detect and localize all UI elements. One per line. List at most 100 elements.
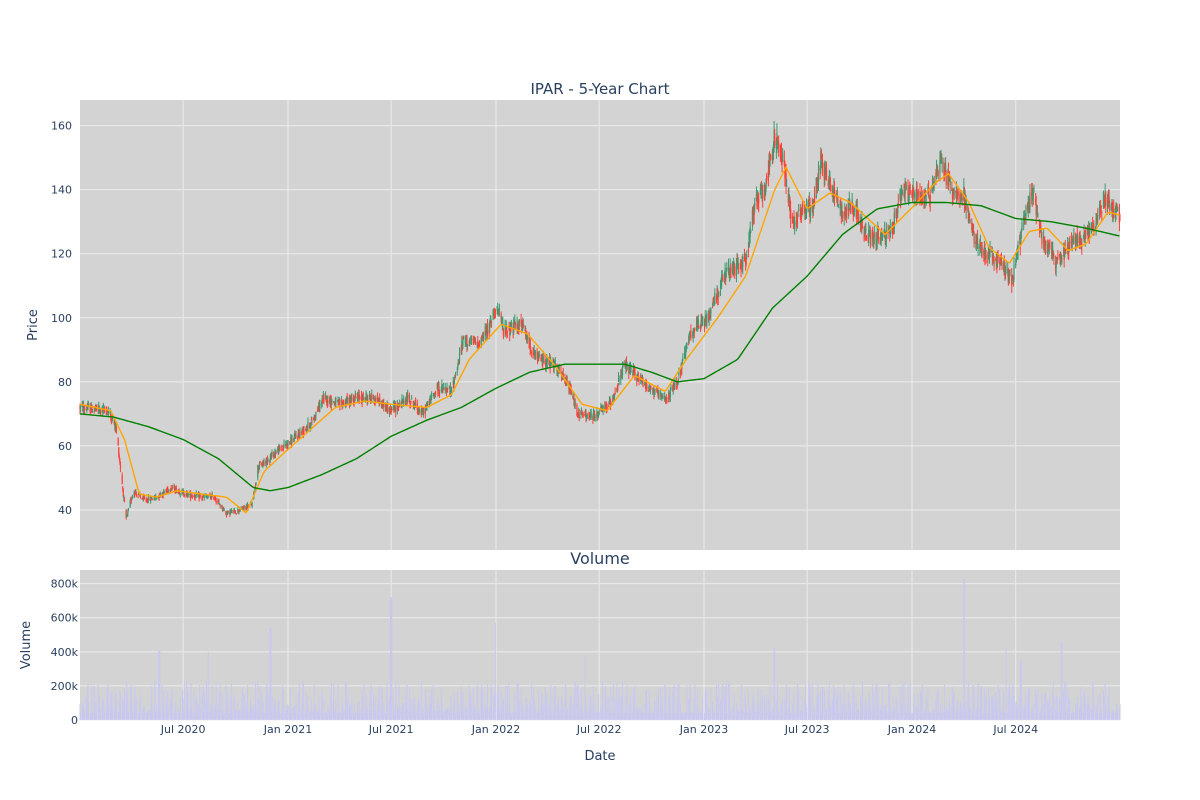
volume-bar (137, 713, 139, 720)
volume-bar (622, 681, 624, 720)
candle-body (494, 310, 497, 312)
volume-bar (948, 711, 950, 720)
volume-bar (111, 691, 113, 720)
volume-bar (1008, 700, 1010, 720)
volume-bar (250, 709, 252, 720)
volume-bar (445, 712, 447, 720)
volume-bar (321, 693, 323, 720)
candle-body (259, 463, 261, 465)
volume-bar (134, 712, 136, 720)
volume-bar (456, 691, 458, 720)
volume-bar (462, 692, 464, 720)
volume-bar (949, 697, 951, 720)
volume-bar (84, 712, 86, 720)
volume-bar (836, 713, 838, 720)
candle-body (137, 494, 139, 496)
volume-bar (861, 709, 863, 720)
candle-body (1036, 211, 1038, 214)
volume-bar (94, 713, 96, 720)
volume-bar (600, 705, 602, 720)
candle-body (987, 253, 989, 260)
candle-body (724, 270, 726, 273)
volume-bar (612, 713, 614, 720)
volume-bar (1067, 689, 1069, 720)
volume-bar (1005, 648, 1007, 720)
volume-bar (606, 697, 608, 720)
candle-body (227, 510, 229, 513)
volume-bar (383, 702, 385, 720)
volume-bar (1107, 695, 1109, 720)
volume-bar (373, 710, 375, 720)
volume-bar (393, 711, 395, 720)
volume-bar (681, 711, 683, 720)
volume-bar (437, 697, 439, 720)
candle-body (271, 452, 273, 456)
volume-bar (857, 713, 859, 720)
candle-body (231, 512, 233, 514)
candle-body (453, 379, 455, 385)
volume-bar (460, 686, 462, 720)
x-tick-label: Jul 2022 (576, 723, 622, 736)
volume-bar (297, 713, 299, 720)
candle-body (1053, 256, 1055, 258)
candle-body (645, 384, 648, 388)
volume-bar (827, 697, 829, 720)
volume-bar (227, 699, 229, 720)
volume-bar (472, 688, 474, 720)
volume-axis-title: Volume (19, 621, 34, 669)
volume-bar (915, 712, 917, 720)
volume-panel-title: Volume (570, 549, 630, 568)
volume-bar (628, 706, 630, 720)
candle-body (102, 408, 104, 411)
volume-bar (500, 706, 502, 720)
volume-bar (700, 712, 702, 720)
candle-body (1084, 232, 1086, 238)
candle-body (371, 393, 373, 400)
candle-body (1015, 252, 1017, 263)
volume-bar (828, 681, 830, 720)
candle-body (892, 230, 894, 234)
volume-bar (414, 713, 416, 720)
candle-body (669, 389, 671, 398)
volume-bar (199, 685, 201, 720)
candle-body (123, 496, 125, 499)
candle-body (633, 370, 636, 373)
volume-bar (177, 708, 179, 720)
candle-body (438, 386, 440, 392)
candle-body (305, 426, 307, 431)
candle-body (474, 337, 476, 340)
candle-body (779, 154, 781, 156)
volume-bar (433, 713, 435, 720)
candle-body (430, 394, 432, 401)
candle-body (748, 232, 750, 248)
volume-bar (812, 713, 814, 720)
volume-bar (755, 711, 757, 720)
volume-bar (636, 713, 638, 720)
volume-bar (800, 710, 802, 720)
candle-body (778, 142, 780, 153)
volume-bar (744, 692, 746, 720)
volume-bar (494, 710, 496, 720)
candle-body (1084, 230, 1086, 234)
candle-body (968, 213, 971, 219)
volume-bar (186, 680, 188, 720)
volume-bar (517, 682, 519, 720)
candle-body (1108, 192, 1110, 200)
candle-body (332, 401, 335, 402)
volume-bar (306, 711, 308, 720)
candle-body (881, 233, 883, 241)
volume-bar (542, 707, 544, 720)
volume-bar (720, 700, 722, 720)
volume-bar (347, 700, 349, 720)
volume-bar (916, 710, 918, 720)
volume-bar (1092, 681, 1094, 720)
volume-bar (685, 712, 687, 720)
volume-bar (864, 713, 866, 720)
volume-bar (574, 681, 576, 720)
candle-body (871, 232, 873, 240)
volume-bar (337, 683, 339, 720)
candle-body (525, 335, 527, 338)
volume-bar (961, 708, 963, 720)
volume-bar (971, 710, 973, 720)
volume-bar (752, 694, 754, 720)
